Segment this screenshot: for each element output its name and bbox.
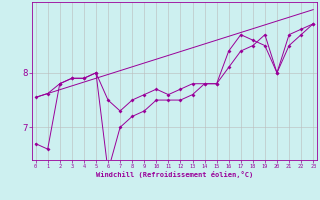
X-axis label: Windchill (Refroidissement éolien,°C): Windchill (Refroidissement éolien,°C) bbox=[96, 171, 253, 178]
